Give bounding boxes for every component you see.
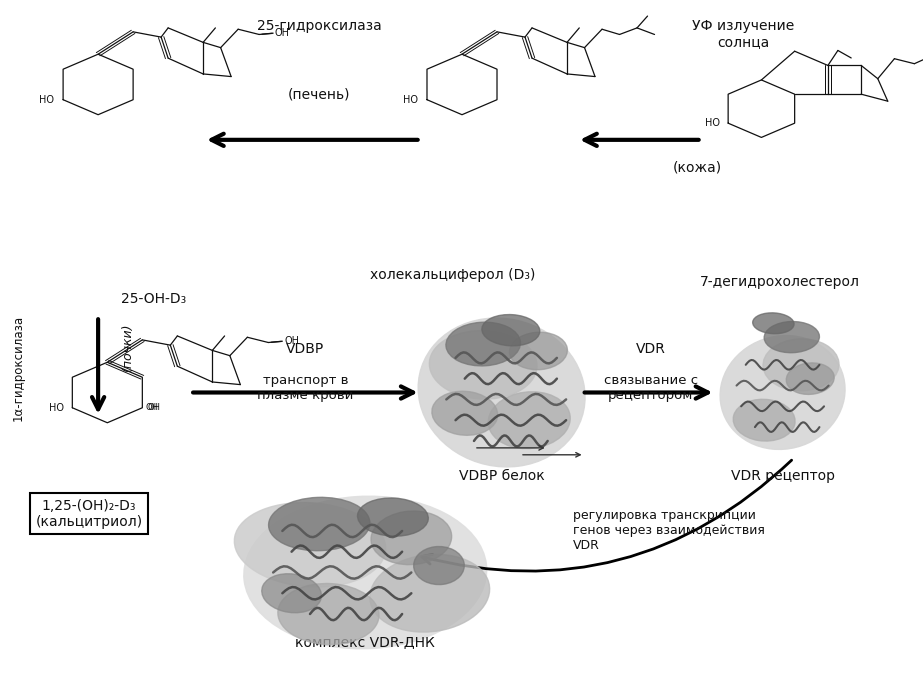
Ellipse shape [430,331,537,399]
Ellipse shape [720,336,845,450]
Ellipse shape [244,496,487,648]
Ellipse shape [278,584,379,644]
Text: VDBP: VDBP [286,343,324,357]
Text: HO: HO [40,95,55,105]
Text: VDR: VDR [636,343,666,357]
Ellipse shape [261,573,322,613]
Text: комплекс VDR-ДНК: комплекс VDR-ДНК [296,635,435,648]
Ellipse shape [370,555,490,632]
Text: HO: HO [49,402,64,413]
Ellipse shape [235,502,385,587]
Ellipse shape [358,498,429,537]
Ellipse shape [764,322,820,352]
Text: УФ излучение
солнца: УФ излучение солнца [692,19,794,49]
Text: 25-гидроксилаза: 25-гидроксилаза [257,19,382,33]
Text: регулировка транскрипции
генов через взаимодействия
VDR: регулировка транскрипции генов через вза… [573,509,764,553]
Ellipse shape [432,391,498,435]
Text: (кожа): (кожа) [673,161,722,174]
Text: HO: HO [403,95,419,105]
Ellipse shape [371,511,452,564]
Text: OH: OH [148,403,161,412]
Text: OH: OH [284,336,299,346]
Ellipse shape [753,313,794,334]
Ellipse shape [269,498,370,550]
Text: связывание с
рецептором: связывание с рецептором [603,374,698,402]
Ellipse shape [488,392,570,448]
Ellipse shape [734,400,796,441]
Text: VDR рецептор: VDR рецептор [731,468,834,482]
Text: HO: HO [705,118,720,128]
Text: транспорт в
плазме крови: транспорт в плазме крови [257,374,354,402]
Text: 1,25-(OH)₂-D₃
(кальцитриол): 1,25-(OH)₂-D₃ (кальцитриол) [35,498,142,529]
Ellipse shape [419,318,585,467]
Ellipse shape [414,546,464,584]
Text: VDBP белок: VDBP белок [458,468,544,482]
Ellipse shape [786,363,834,394]
Text: 1α-гидроксилаза: 1α-гидроксилаза [11,316,24,421]
Ellipse shape [509,332,567,370]
Text: холекальциферол (D₃): холекальциферол (D₃) [371,268,536,282]
Text: (печень): (печень) [288,88,350,102]
Text: 7-дегидрохолестерол: 7-дегидрохолестерол [699,275,860,289]
Text: (почки): (почки) [121,323,134,372]
Text: 25-OH-D₃: 25-OH-D₃ [121,292,187,306]
Text: OH: OH [275,28,290,38]
Text: OH: OH [146,403,159,412]
Ellipse shape [481,315,540,346]
Ellipse shape [446,322,520,366]
Ellipse shape [763,339,839,391]
